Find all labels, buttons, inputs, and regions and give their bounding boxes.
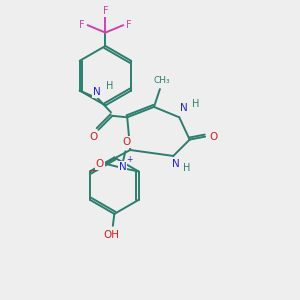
- Text: N: N: [172, 159, 180, 169]
- Text: O: O: [95, 159, 104, 169]
- Text: OH: OH: [103, 230, 119, 240]
- Text: F: F: [103, 6, 108, 16]
- Text: H: H: [106, 81, 113, 91]
- Text: H: H: [192, 99, 199, 109]
- Text: CH₃: CH₃: [153, 76, 170, 85]
- Text: N: N: [180, 103, 188, 113]
- Text: +: +: [126, 155, 132, 164]
- Text: H: H: [183, 164, 190, 173]
- Text: O: O: [89, 132, 97, 142]
- Text: O: O: [209, 132, 217, 142]
- Text: N: N: [93, 87, 101, 97]
- Text: F: F: [80, 20, 85, 30]
- Text: F: F: [126, 20, 131, 30]
- Text: N: N: [118, 162, 126, 172]
- Text: −: −: [89, 166, 97, 176]
- Text: O: O: [122, 137, 130, 147]
